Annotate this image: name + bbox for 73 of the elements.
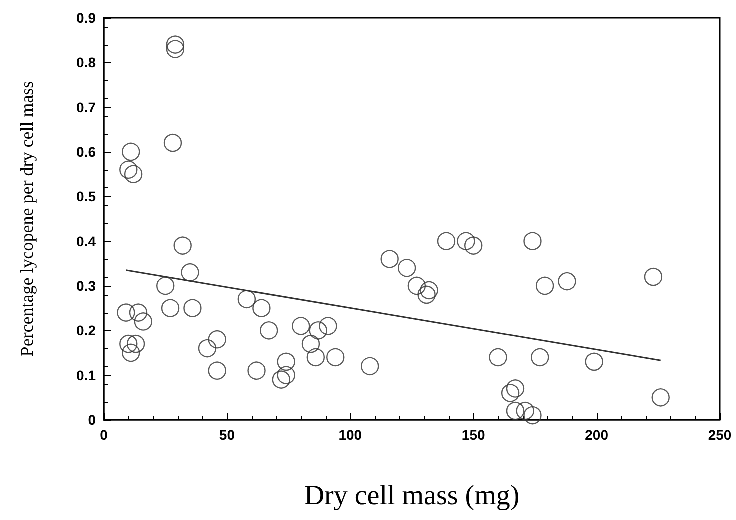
- point: [122, 142, 140, 162]
- y-tick-label: 0.2: [76, 322, 96, 339]
- point: [174, 236, 192, 255]
- point: [181, 264, 200, 282]
- x-tick-label: 250: [708, 427, 732, 443]
- y-tick-label: 0.3: [76, 278, 96, 294]
- x-axis-title: Dry cell mass (mg): [304, 480, 520, 512]
- point: [585, 352, 604, 372]
- point: [326, 348, 345, 367]
- point: [536, 276, 554, 296]
- point: [126, 334, 146, 354]
- y-tick-label: 0.1: [76, 367, 96, 384]
- x-tick-label: 0: [100, 427, 108, 443]
- x-tick-label: 50: [219, 427, 236, 443]
- x-tick-label: 200: [585, 427, 609, 443]
- point: [184, 299, 202, 318]
- point: [501, 384, 520, 402]
- point: [558, 272, 576, 291]
- point: [164, 134, 182, 152]
- point: [272, 370, 291, 389]
- y-tick-label: 0: [88, 412, 96, 428]
- point: [380, 250, 399, 268]
- point: [260, 322, 278, 340]
- point: [208, 330, 226, 349]
- point: [418, 286, 436, 304]
- point: [457, 232, 476, 250]
- point: [277, 352, 296, 372]
- point: [292, 317, 310, 336]
- point: [166, 40, 185, 58]
- point: [644, 268, 663, 286]
- point: [361, 357, 380, 376]
- y-tick-label: 0.7: [76, 99, 96, 116]
- point: [120, 160, 138, 179]
- y-axis-title: Percentage lycopene per dry cell mass: [17, 81, 37, 357]
- y-tick-label: 0.9: [76, 10, 96, 26]
- point: [252, 299, 271, 318]
- point: [208, 362, 226, 380]
- point: [398, 259, 416, 278]
- point: [420, 281, 438, 300]
- point: [122, 344, 140, 362]
- point: [306, 348, 326, 367]
- point: [198, 339, 217, 358]
- point: [302, 334, 320, 354]
- point: [408, 276, 426, 296]
- point: [516, 402, 534, 420]
- y-tick-label: 0.4: [76, 233, 96, 250]
- point: [319, 317, 338, 336]
- point: [156, 276, 175, 296]
- point: [531, 348, 550, 367]
- y-tick-label: 0.8: [76, 54, 96, 71]
- point: [277, 366, 296, 384]
- point: [166, 36, 185, 54]
- x-tick-label: 100: [338, 427, 362, 443]
- point: [464, 236, 483, 255]
- point: [129, 304, 148, 322]
- point: [652, 388, 670, 407]
- point: [489, 348, 508, 367]
- point: [524, 406, 542, 425]
- point: [437, 232, 456, 250]
- point: [124, 165, 143, 184]
- point: [506, 402, 525, 420]
- point: [161, 299, 180, 318]
- y-tick-label: 0.6: [76, 144, 96, 160]
- x-tick-label: 150: [462, 427, 486, 443]
- y-tick-label: 0.5: [76, 188, 96, 205]
- point: [238, 290, 256, 308]
- point: [248, 362, 266, 380]
- point: [120, 334, 138, 354]
- point: [134, 312, 153, 331]
- point: [506, 380, 525, 398]
- point: [524, 232, 542, 250]
- point: [309, 322, 328, 340]
- point: [117, 304, 136, 322]
